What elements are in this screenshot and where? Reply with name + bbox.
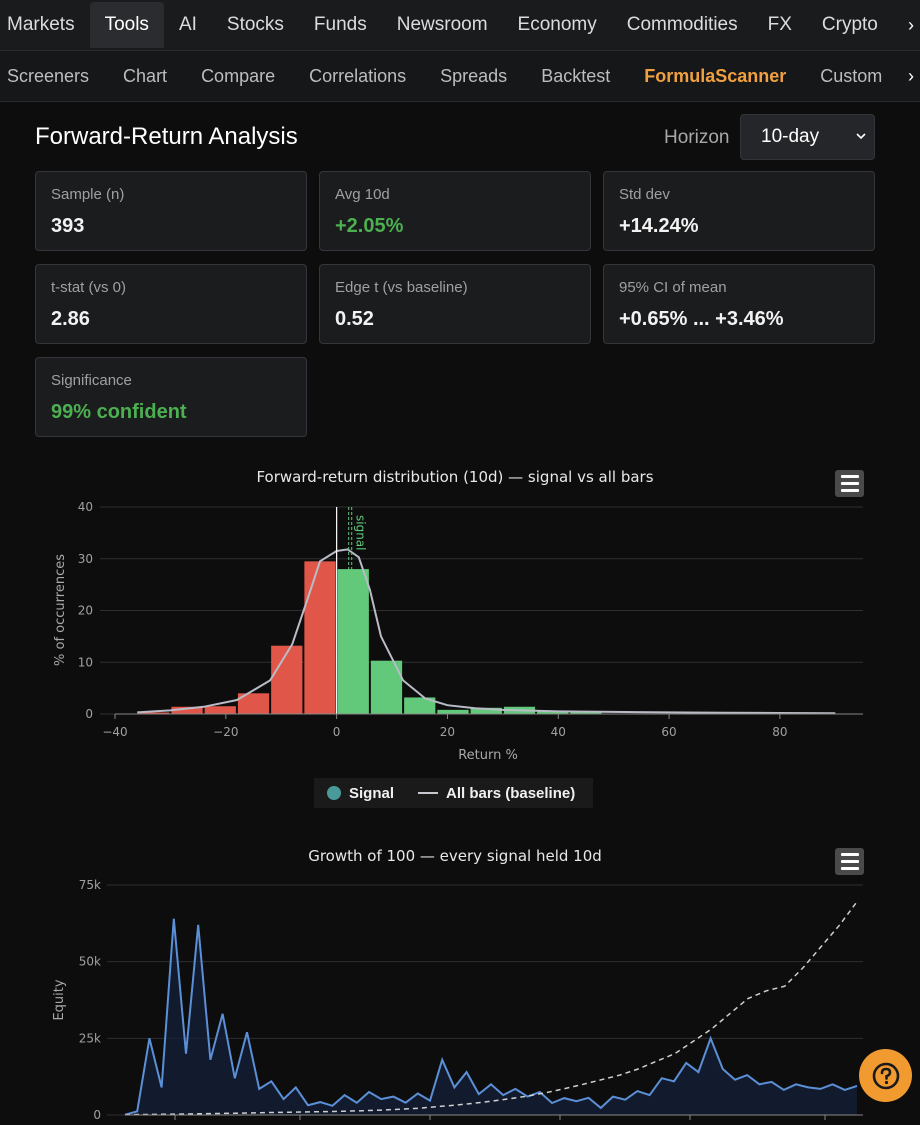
nav-item-markets[interactable]: Markets bbox=[7, 14, 75, 35]
stat-label: t-stat (vs 0) bbox=[51, 279, 127, 296]
y-tick-label: 50k bbox=[79, 955, 101, 969]
histogram-bar bbox=[404, 697, 436, 714]
chart-title: Growth of 100 — every signal held 10d bbox=[308, 847, 602, 865]
subnav-item-compare[interactable]: Compare bbox=[201, 65, 276, 86]
equity-line bbox=[124, 918, 858, 1116]
stat-value: 2.86 bbox=[51, 308, 90, 330]
chevron-right-icon[interactable]: › bbox=[902, 2, 920, 48]
histogram-bar bbox=[271, 645, 303, 714]
histogram-bar bbox=[304, 561, 336, 714]
chart-title: Forward-return distribution (10d) — sign… bbox=[256, 468, 653, 486]
chevron-right-icon[interactable]: › bbox=[902, 51, 920, 101]
y-axis-label: % of occurrences bbox=[53, 554, 68, 666]
nav-item-funds[interactable]: Funds bbox=[313, 14, 367, 35]
nav-item-stocks[interactable]: Stocks bbox=[226, 14, 284, 35]
secondary-nav: Screeners Chart Compare Correlations Spr… bbox=[0, 51, 920, 102]
distribution-chart: Forward-return distribution (10d) — sign… bbox=[53, 468, 863, 763]
stat-value: +2.05% bbox=[335, 215, 404, 237]
subnav-item-formulascanner[interactable]: FormulaScanner bbox=[644, 65, 787, 86]
stat-value: 99% confident bbox=[51, 401, 187, 423]
nav-item-ai[interactable]: AI bbox=[178, 14, 197, 35]
y-tick-label: 0 bbox=[85, 707, 93, 721]
stat-label: Std dev bbox=[619, 186, 670, 203]
x-tick-label: −40 bbox=[102, 725, 127, 739]
nav-item-commodities[interactable]: Commodities bbox=[626, 14, 738, 35]
stat-label: Sample (n) bbox=[51, 186, 125, 203]
nav-item-newsroom[interactable]: Newsroom bbox=[396, 14, 488, 35]
stat-card-edge: Edge t (vs baseline) 0.52 bbox=[319, 264, 591, 344]
histogram-bar bbox=[537, 710, 569, 714]
horizon-label: Horizon bbox=[664, 127, 730, 148]
y-tick-label: 0 bbox=[93, 1108, 101, 1122]
subnav-item-correlations[interactable]: Correlations bbox=[309, 65, 407, 86]
y-tick-label: 10 bbox=[78, 655, 93, 669]
page-title: Forward-Return Analysis bbox=[35, 123, 298, 150]
x-axis-label: Return % bbox=[458, 748, 518, 763]
subnav-item-screeners[interactable]: Screeners bbox=[7, 65, 90, 86]
histogram-bar bbox=[337, 569, 369, 714]
histogram-bar bbox=[138, 712, 170, 714]
y-tick-label: 25k bbox=[79, 1031, 101, 1045]
subnav-item-spreads[interactable]: Spreads bbox=[440, 65, 508, 86]
baseline-line bbox=[137, 548, 836, 715]
stat-card-significance: Significance 99% confident bbox=[35, 357, 307, 437]
subnav-item-custom[interactable]: Custom bbox=[820, 65, 883, 86]
primary-nav: Markets Tools AI Stocks Funds Newsroom E… bbox=[0, 0, 920, 51]
equity-area bbox=[125, 918, 857, 1115]
nav-item-crypto[interactable]: Crypto bbox=[821, 14, 878, 35]
histogram-bar bbox=[437, 709, 469, 714]
histogram-bar bbox=[237, 693, 270, 714]
stat-label: Edge t (vs baseline) bbox=[335, 279, 468, 296]
subnav-item-backtest[interactable]: Backtest bbox=[541, 65, 611, 86]
y-axis-label: Equity bbox=[52, 979, 67, 1020]
question-icon bbox=[872, 1062, 899, 1089]
legend-signal-marker[interactable] bbox=[327, 786, 341, 800]
horizon-select[interactable]: 10-day bbox=[740, 114, 875, 160]
baseline-dashed-line bbox=[124, 899, 859, 1116]
stat-card-avg: Avg 10d +2.05% bbox=[319, 171, 591, 251]
stat-label: Avg 10d bbox=[335, 186, 390, 203]
stat-card-ci: 95% CI of mean +0.65% ... +3.46% bbox=[603, 264, 875, 344]
histogram-bar bbox=[204, 706, 236, 714]
chart-menu-button[interactable] bbox=[835, 470, 864, 497]
stat-card-sample: Sample (n) 393 bbox=[35, 171, 307, 251]
chart-menu-button[interactable] bbox=[835, 848, 864, 875]
y-tick-label: 20 bbox=[78, 604, 93, 618]
y-tick-label: 30 bbox=[78, 552, 93, 566]
histogram-bar bbox=[171, 706, 203, 714]
x-tick-label: 60 bbox=[661, 725, 676, 739]
histogram-bar bbox=[570, 712, 602, 714]
y-tick-label: 75k bbox=[79, 878, 101, 892]
legend-baseline-marker[interactable] bbox=[418, 792, 439, 794]
chevron-down-icon bbox=[856, 133, 866, 140]
x-tick-label: −20 bbox=[213, 725, 238, 739]
stat-label: Significance bbox=[51, 372, 132, 389]
stat-value: +14.24% bbox=[619, 215, 699, 237]
y-tick-label: 40 bbox=[78, 500, 93, 514]
growth-chart: Growth of 100 — every signal held 10d Eq… bbox=[52, 847, 863, 1122]
signal-annotation: signal bbox=[354, 515, 368, 551]
stat-value: +0.65% ... +3.46% bbox=[619, 308, 784, 330]
histogram-bar bbox=[470, 707, 502, 714]
stat-value: 0.52 bbox=[335, 308, 374, 330]
stat-card-tstat: t-stat (vs 0) 2.86 bbox=[35, 264, 307, 344]
stat-card-std: Std dev +14.24% bbox=[603, 171, 875, 251]
nav-item-fx[interactable]: FX bbox=[767, 14, 792, 35]
chart-legend: Signal All bars (baseline) bbox=[314, 778, 593, 808]
help-button[interactable] bbox=[859, 1049, 912, 1102]
nav-item-economy[interactable]: Economy bbox=[517, 14, 597, 35]
subnav-item-chart[interactable]: Chart bbox=[123, 65, 168, 86]
x-tick-label: 40 bbox=[551, 725, 566, 739]
horizon-select-value: 10-day bbox=[761, 126, 820, 147]
x-tick-label: 0 bbox=[333, 725, 341, 739]
nav-item-tools[interactable]: Tools bbox=[89, 2, 164, 48]
x-tick-label: 20 bbox=[440, 725, 455, 739]
legend-signal-label[interactable]: Signal bbox=[349, 784, 395, 802]
x-tick-label: 80 bbox=[772, 725, 787, 739]
legend-baseline-label[interactable]: All bars (baseline) bbox=[446, 784, 576, 802]
stat-label: 95% CI of mean bbox=[619, 279, 727, 296]
stat-value: 393 bbox=[51, 215, 85, 237]
